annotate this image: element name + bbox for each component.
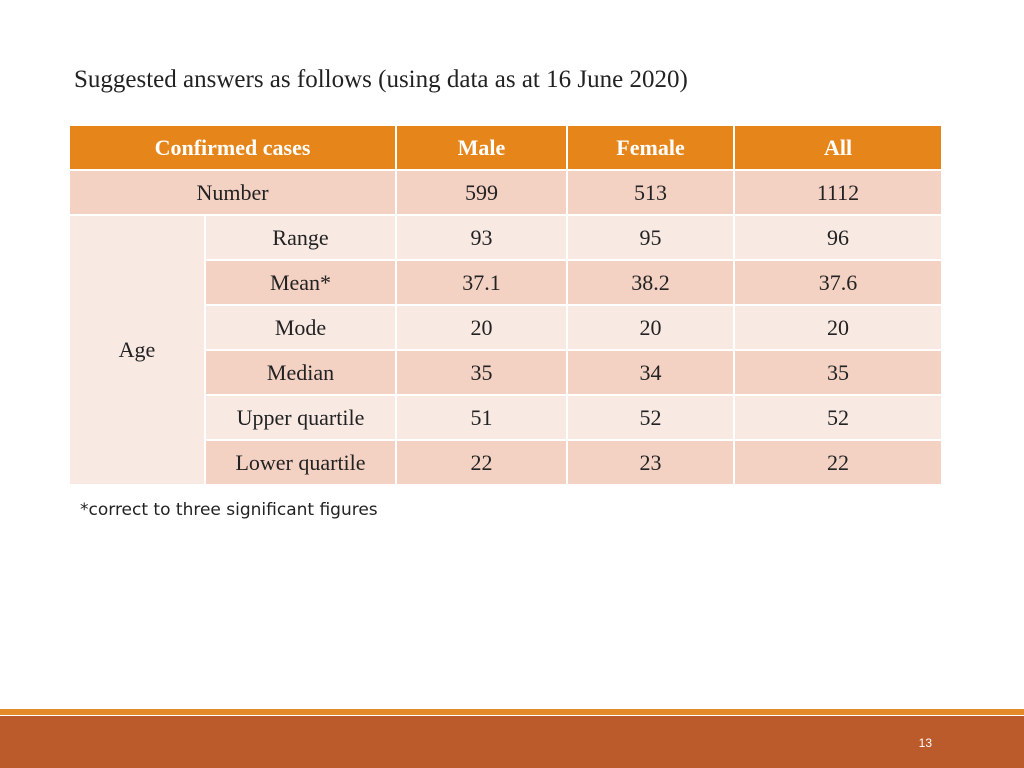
- header-all: All: [734, 126, 943, 171]
- cell-mean-male: 37.1: [396, 260, 568, 306]
- cell-upper-quartile-female: 52: [567, 395, 735, 441]
- cell-mean-all: 37.6: [734, 260, 943, 306]
- footnote: *correct to three significant figures: [80, 500, 378, 520]
- table-row-number: Number 599 513 1112: [70, 170, 943, 216]
- cell-upper-quartile-all: 52: [734, 395, 943, 441]
- table-header-row: Confirmed cases Male Female All: [70, 126, 943, 171]
- row-label-mode: Mode: [205, 305, 397, 351]
- cell-range-all: 96: [734, 215, 943, 261]
- row-label-upper-quartile: Upper quartile: [205, 395, 397, 441]
- cell-mean-female: 38.2: [567, 260, 735, 306]
- header-female: Female: [567, 126, 735, 171]
- table-row-median: Median 35 34 35: [70, 350, 943, 396]
- confirmed-cases-table: Confirmed cases Male Female All Number 5…: [70, 126, 943, 486]
- table-row-mean: Mean* 37.1 38.2 37.6: [70, 260, 943, 306]
- row-label-median: Median: [205, 350, 397, 396]
- cell-lower-quartile-all: 22: [734, 440, 943, 486]
- cell-median-male: 35: [396, 350, 568, 396]
- cell-mode-all: 20: [734, 305, 943, 351]
- cell-range-female: 95: [567, 215, 735, 261]
- table-row-mode: Mode 20 20 20: [70, 305, 943, 351]
- header-confirmed-cases: Confirmed cases: [70, 126, 397, 171]
- footer-band: [0, 716, 1024, 768]
- cell-upper-quartile-male: 51: [396, 395, 568, 441]
- row-label-lower-quartile: Lower quartile: [205, 440, 397, 486]
- cell-median-all: 35: [734, 350, 943, 396]
- cell-median-female: 34: [567, 350, 735, 396]
- row-group-label-age: Age: [70, 215, 206, 486]
- row-label-mean: Mean*: [205, 260, 397, 306]
- row-label-range: Range: [205, 215, 397, 261]
- cell-number-male: 599: [396, 170, 568, 216]
- row-label-number: Number: [70, 170, 397, 216]
- slide-heading: Suggested answers as follows (using data…: [74, 66, 688, 93]
- table-row-range: Age Range 93 95 96: [70, 215, 943, 486]
- cell-mode-male: 20: [396, 305, 568, 351]
- footer-stripe: [0, 709, 1024, 715]
- cell-range-male: 93: [396, 215, 568, 261]
- page-number: 13: [918, 736, 932, 750]
- cell-lower-quartile-female: 23: [567, 440, 735, 486]
- table-row-upper-quartile: Upper quartile 51 52 52: [70, 395, 943, 441]
- cell-number-all: 1112: [734, 170, 943, 216]
- header-male: Male: [396, 126, 568, 171]
- cell-mode-female: 20: [567, 305, 735, 351]
- cell-number-female: 513: [567, 170, 735, 216]
- cell-lower-quartile-male: 22: [396, 440, 568, 486]
- table-row-lower-quartile: Lower quartile 22 23 22: [70, 440, 943, 486]
